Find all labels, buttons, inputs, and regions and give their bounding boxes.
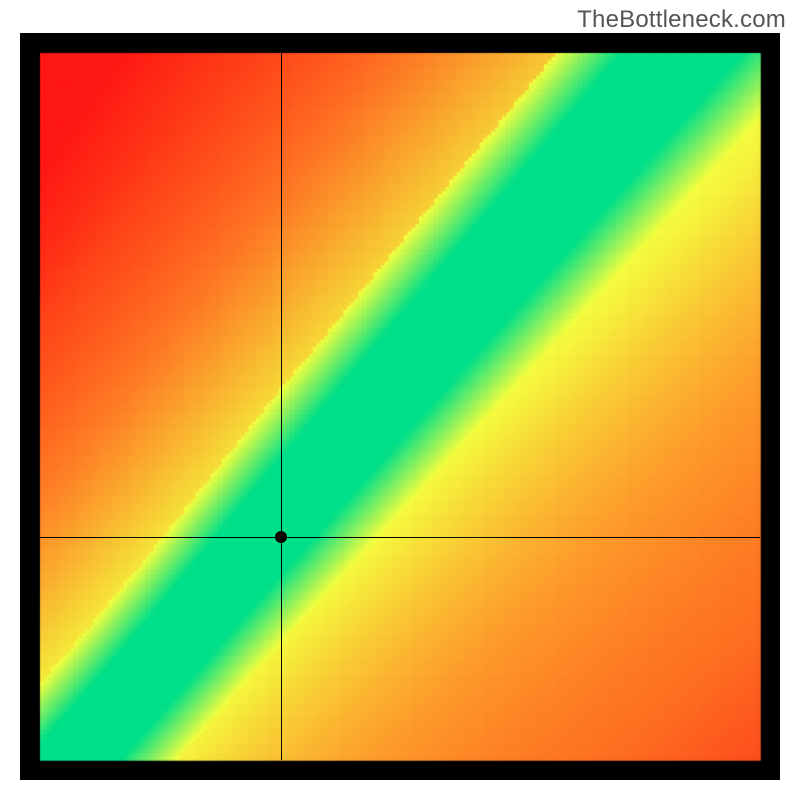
chart-container: TheBottleneck.com — [0, 0, 800, 800]
heatmap-canvas — [20, 33, 780, 780]
crosshair-vertical — [281, 53, 282, 760]
crosshair-horizontal — [40, 537, 760, 538]
attribution-text: TheBottleneck.com — [577, 6, 786, 34]
crosshair-marker — [275, 531, 287, 543]
